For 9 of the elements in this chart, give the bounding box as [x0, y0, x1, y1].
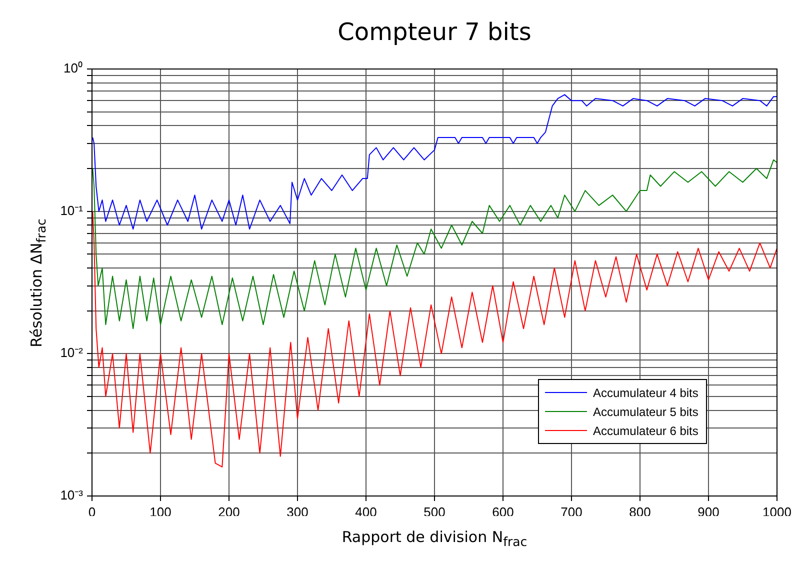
legend-label: Accumulateur 4 bits	[593, 386, 698, 400]
y-tick-label: 10⁰	[64, 60, 83, 76]
y-tick-label: 10⁻¹	[60, 202, 84, 218]
legend-label: Accumulateur 5 bits	[593, 404, 698, 418]
y-tick-label: 10⁻²	[60, 345, 84, 360]
x-axis-title: Rapport de division N$_{frac}$	[340, 528, 528, 549]
legend-label: Accumulateur 6 bits	[593, 424, 698, 438]
chart-title: Compteur 7 bits	[336, 18, 532, 46]
y-tick-label: 10⁻³	[60, 488, 84, 503]
